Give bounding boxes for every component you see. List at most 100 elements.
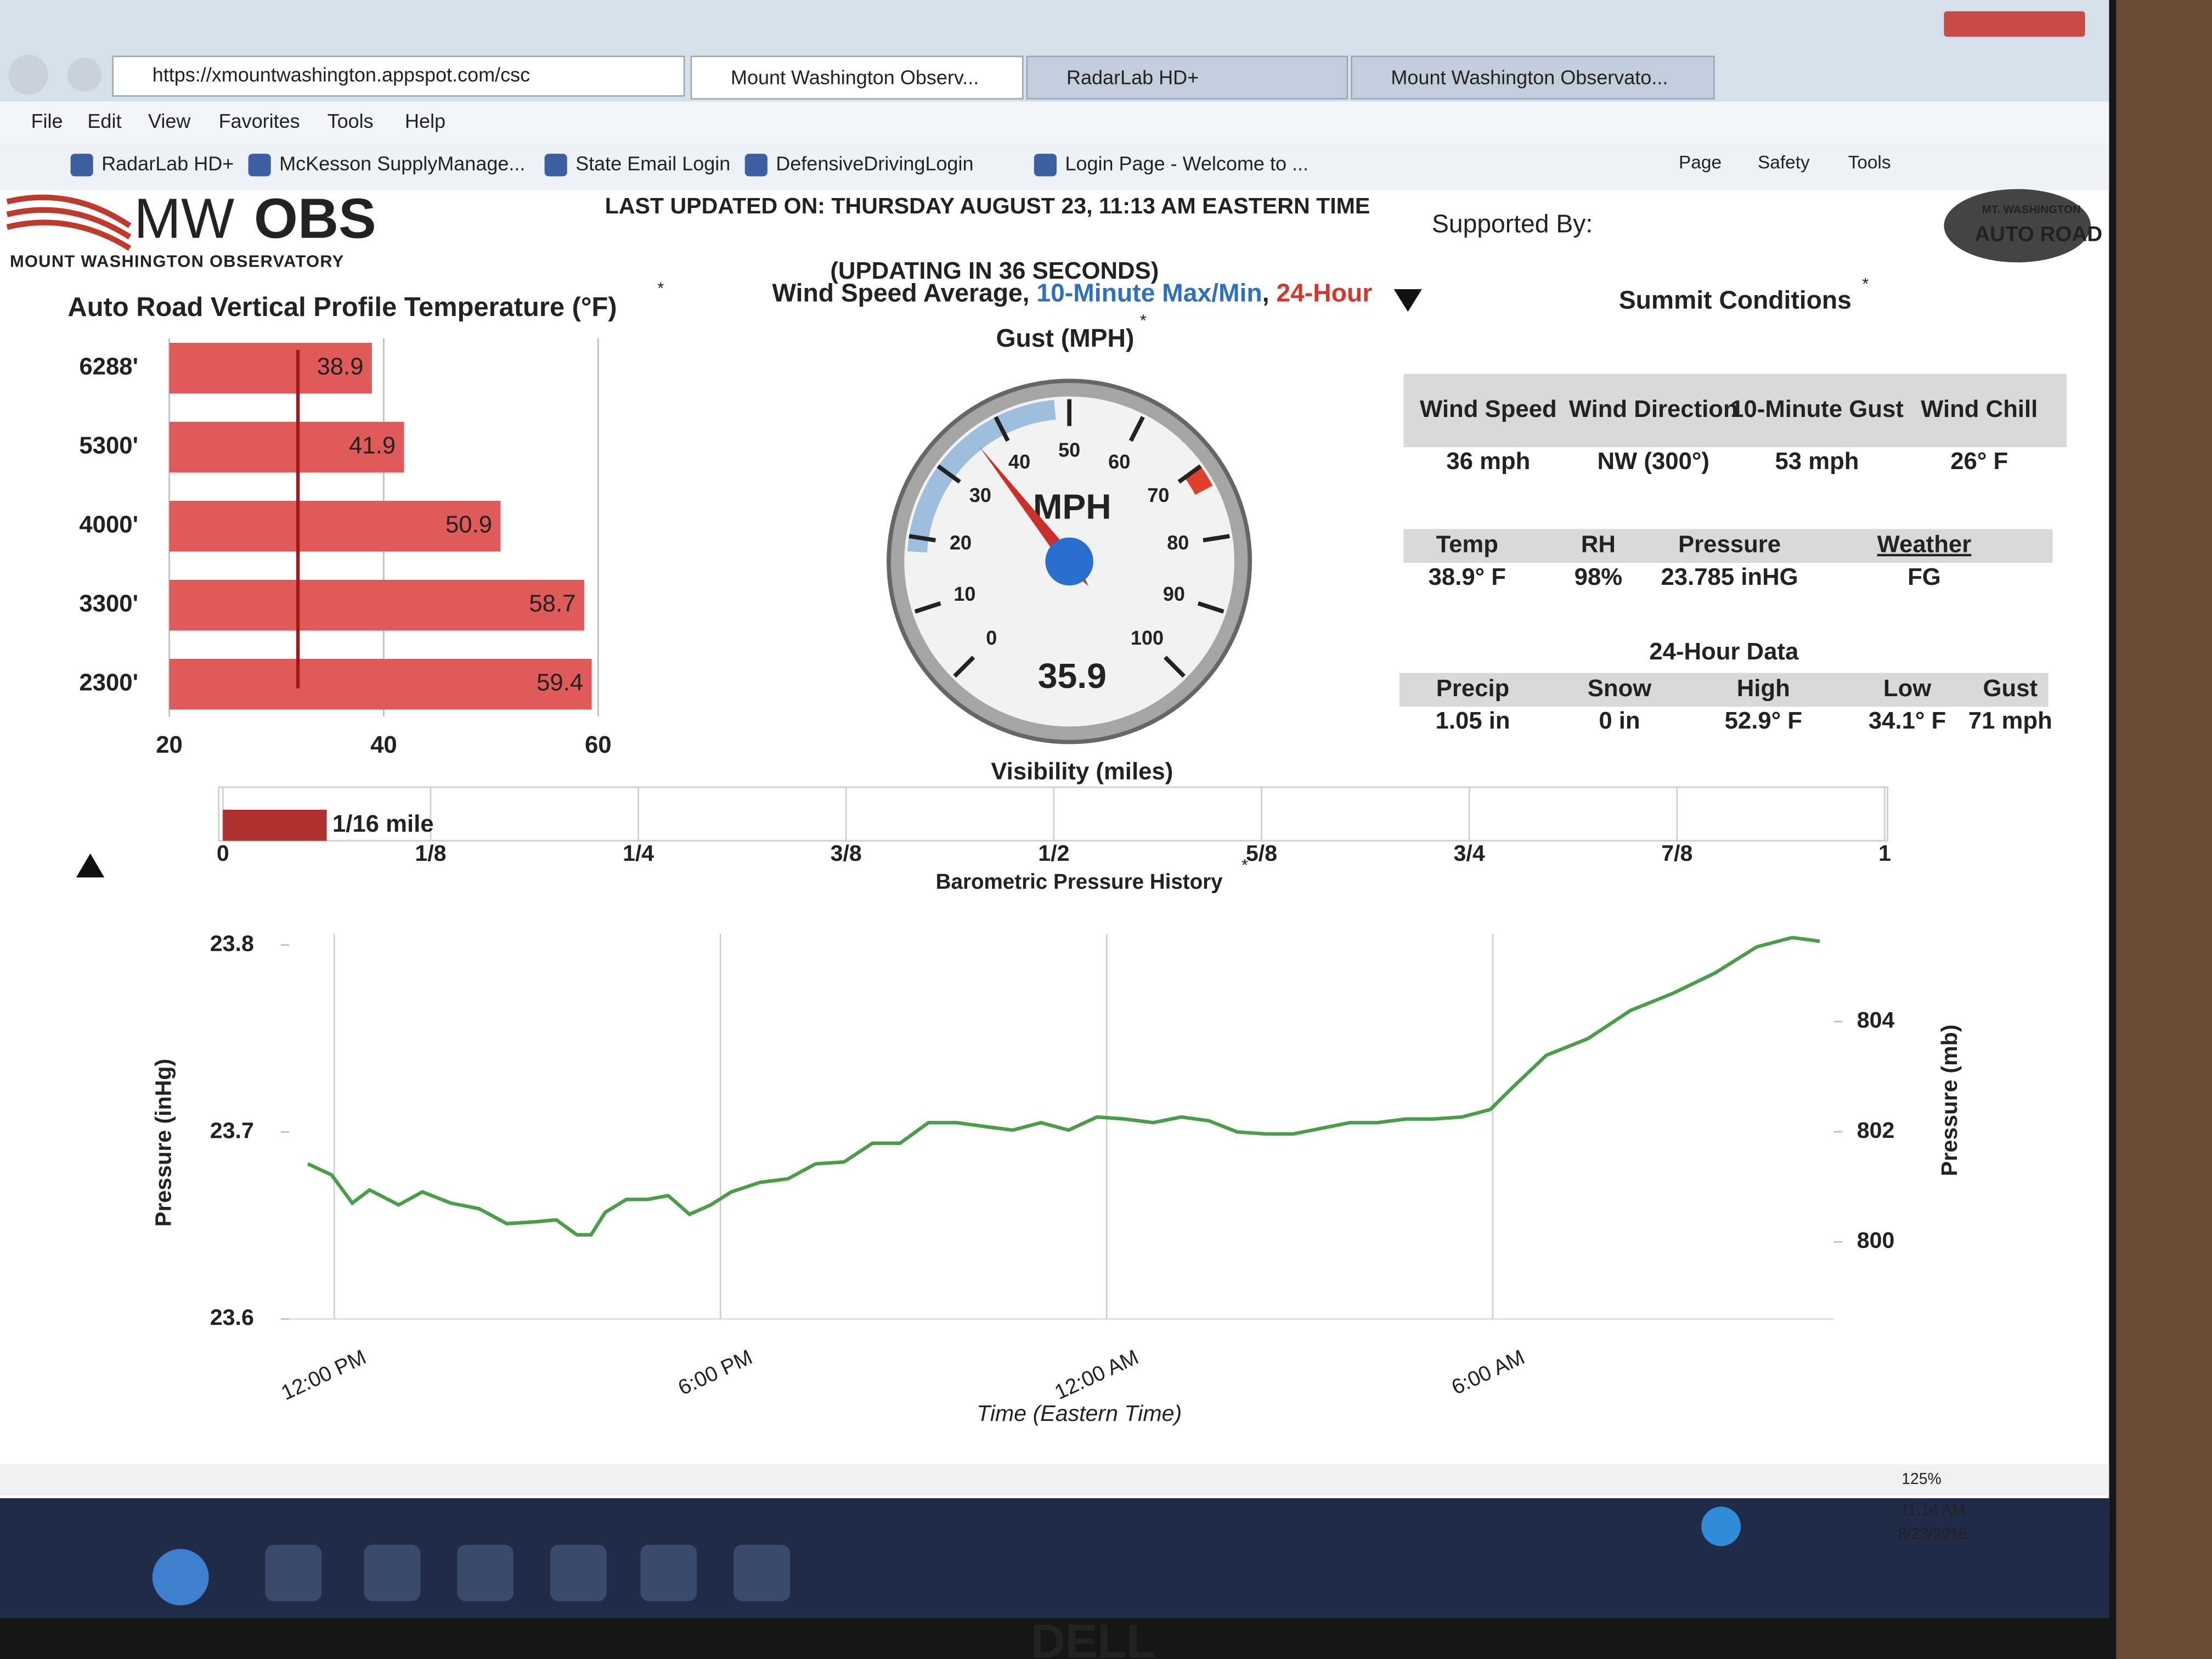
- gauge-tick: [936, 464, 961, 484]
- desk: [2116, 0, 2212, 1659]
- chart-title: Gust (MPH): [996, 324, 1134, 352]
- tab-label[interactable]: Mount Washington Observato...: [1391, 66, 1668, 89]
- y-tick-label: 6288': [79, 353, 138, 380]
- taskbar-icon[interactable]: [457, 1544, 514, 1601]
- gauge-tick-label: 10: [953, 583, 975, 605]
- table-header: Pressure: [1678, 531, 1781, 558]
- table-cell: 23.785 inHG: [1661, 563, 1798, 590]
- monitor-brand: DELL: [1031, 1614, 1156, 1659]
- logo-swoosh: [6, 194, 132, 251]
- gauge-tick-label: 0: [986, 627, 997, 649]
- y-tick-label: 3300': [79, 590, 138, 617]
- weather-link[interactable]: Weather: [1877, 531, 1972, 558]
- gauge-value: 35.9: [1038, 656, 1107, 696]
- clock-time: 11:14 AM: [1900, 1500, 1965, 1518]
- gauge-tick-label: 20: [950, 532, 972, 554]
- y-axis-title: Pressure (inHg): [151, 1059, 176, 1227]
- line-series: [307, 935, 1820, 1237]
- last-updated: LAST UPDATED ON: THURSDAY AUGUST 23, 11:…: [605, 193, 1370, 218]
- logo-subtitle: MOUNT WASHINGTON OBSERVATORY: [10, 251, 345, 270]
- favorite-icon: [248, 154, 271, 177]
- menu-bar: [0, 101, 2109, 144]
- url-text[interactable]: https://xmountwashington.appspot.com/csc: [153, 63, 530, 86]
- table-header: Temp: [1436, 531, 1498, 558]
- back-button[interactable]: [8, 55, 48, 95]
- chart-title: Barometric Pressure History: [936, 870, 1223, 894]
- tab[interactable]: [1026, 55, 1348, 100]
- start-button[interactable]: [152, 1549, 209, 1606]
- gauge-tick: [1197, 601, 1224, 614]
- taskbar-icon[interactable]: [364, 1544, 421, 1601]
- supported-by: Supported By:: [1432, 210, 1593, 238]
- table-header-bg: [1403, 374, 2067, 448]
- address-bar[interactable]: [112, 55, 685, 97]
- taskbar-icon[interactable]: [265, 1544, 322, 1601]
- value-label: 58.7: [529, 590, 575, 617]
- update-countdown: (UPDATING IN 36 SECONDS): [830, 257, 1159, 284]
- y2-tick-label: 802: [1857, 1118, 1895, 1143]
- summit-title: Summit Conditions: [1619, 286, 1852, 314]
- favorite-link[interactable]: DefensiveDrivingLogin: [776, 152, 973, 174]
- favorite-link[interactable]: Login Page - Welcome to ...: [1065, 152, 1308, 174]
- favorite-link[interactable]: McKesson SupplyManage...: [279, 152, 525, 174]
- favorite-link[interactable]: RadarLab HD+: [101, 152, 234, 174]
- collapse-arrow[interactable]: [76, 853, 105, 878]
- y-tick-label: 4000': [79, 511, 138, 538]
- tab[interactable]: [1351, 55, 1715, 100]
- tab-label[interactable]: Mount Washington Observ...: [731, 66, 979, 89]
- menu-item[interactable]: Favorites: [219, 110, 300, 132]
- taskbar-icon[interactable]: [550, 1544, 607, 1601]
- table-cell: 71 mph: [1968, 707, 2052, 734]
- table-cell: NW (300°): [1597, 448, 1709, 475]
- screen: [0, 0, 2109, 1552]
- footnote-mark: *: [1242, 855, 1248, 874]
- zoom-level[interactable]: 125%: [1901, 1470, 1941, 1487]
- favorite-link[interactable]: State Email Login: [575, 152, 730, 174]
- table-cell: 36 mph: [1446, 448, 1530, 475]
- table-header-bg: [1399, 673, 2049, 707]
- favorite-icon: [70, 154, 93, 177]
- dropdown-arrow[interactable]: [1393, 289, 1422, 312]
- forward-button[interactable]: [67, 58, 102, 92]
- gauge-tick-label: 30: [969, 484, 991, 506]
- gauge-range: [1184, 466, 1213, 495]
- command-button[interactable]: Tools: [1848, 153, 1891, 173]
- y2-axis-title: Pressure (mb): [1937, 1024, 1962, 1176]
- x-tick-label: 1/8: [415, 840, 446, 866]
- menu-item[interactable]: File: [31, 110, 63, 132]
- taskbar-icon[interactable]: [733, 1544, 790, 1601]
- window-buttons[interactable]: [1944, 11, 2085, 37]
- title-part: ,: [1262, 279, 1277, 307]
- menu-item[interactable]: View: [148, 110, 191, 132]
- x-tick-label: 3/8: [831, 840, 862, 866]
- x-tick-label: 40: [370, 731, 397, 758]
- title-part: 24-Hour: [1276, 279, 1372, 307]
- command-button[interactable]: Page: [1679, 153, 1722, 173]
- menu-item[interactable]: Edit: [87, 110, 121, 132]
- x-tick-label: 1: [1878, 840, 1891, 866]
- x-tick-label: 1/2: [1038, 840, 1069, 866]
- table-cell: 0 in: [1599, 707, 1640, 734]
- sponsor-line: AUTO ROAD: [1974, 223, 2102, 246]
- sponsor-line: MT. WASHINGTON: [1982, 204, 2081, 216]
- menu-item[interactable]: Help: [405, 110, 445, 132]
- gauge-tick-label: 100: [1131, 627, 1164, 649]
- bar: [169, 500, 501, 552]
- x-tick-label: 5/8: [1246, 840, 1277, 866]
- command-button[interactable]: Safety: [1758, 153, 1810, 173]
- chart-title: Visibility (miles): [991, 758, 1173, 785]
- table-cell: 34.1° F: [1869, 707, 1946, 734]
- gauge-tick: [1203, 534, 1230, 543]
- help-icon[interactable]: [1701, 1506, 1741, 1547]
- tab[interactable]: [690, 55, 1024, 100]
- logo-mw: MW: [134, 187, 234, 250]
- menu-item[interactable]: Tools: [328, 110, 374, 132]
- gauge-tick: [994, 416, 1010, 442]
- value-label: 59.4: [537, 669, 583, 696]
- taskbar-icon[interactable]: [640, 1544, 697, 1601]
- y2-tick-label: 800: [1857, 1228, 1895, 1253]
- y-tick-label: 23.6: [210, 1305, 254, 1330]
- tab-label[interactable]: RadarLab HD+: [1066, 66, 1199, 89]
- gauge-tick-label: 90: [1163, 583, 1185, 605]
